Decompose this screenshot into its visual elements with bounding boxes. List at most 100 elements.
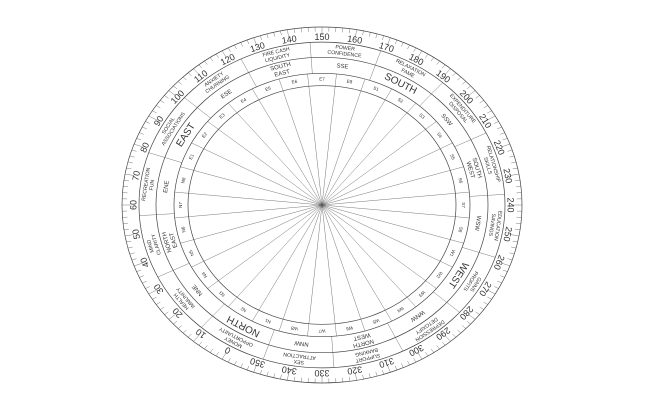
degree-tick [215, 53, 219, 58]
entity-group: N1 [264, 318, 272, 325]
degree-tick [126, 240, 132, 243]
entity-group: S8 [457, 226, 463, 233]
entity: E2 [201, 131, 209, 139]
degree-tick [452, 72, 456, 77]
entity-group: N2 [239, 306, 247, 314]
spoke [321, 142, 453, 206]
entity-group: S3 [418, 112, 426, 120]
entity: N1 [264, 318, 272, 325]
degree-label-group: 10 [194, 327, 208, 341]
direction: WEST [352, 331, 371, 341]
degree-label: 300 [407, 343, 425, 359]
entity-group: S1 [373, 85, 380, 92]
degree-tick [198, 341, 203, 346]
degree-label: 210 [477, 112, 494, 130]
degree-label-group: 70 [130, 170, 142, 182]
entity-group: S6 [458, 177, 464, 184]
degree-tick [260, 369, 262, 375]
degree-tick [462, 325, 466, 329]
spoke [307, 73, 323, 206]
degree-label: 120 [219, 52, 237, 68]
degree-tick [156, 105, 161, 109]
entity-group: W8 [290, 325, 298, 331]
entity: S7 [461, 202, 466, 208]
degree-label: 250 [501, 226, 514, 243]
degree-tick [430, 348, 434, 353]
degree-tick [125, 173, 134, 176]
entity: W4 [396, 306, 405, 314]
spoke [174, 204, 323, 219]
zone-area: FUN [149, 179, 157, 191]
spoke [321, 78, 366, 206]
degree-label: 0 [223, 345, 232, 356]
zone-divider [157, 263, 190, 278]
degree-tick [401, 363, 404, 368]
degree-tick [156, 301, 161, 305]
degree-tick [133, 262, 143, 267]
degree-tick [142, 126, 147, 130]
spoke [321, 103, 417, 206]
degree-label: 50 [130, 228, 142, 240]
degree-label-group: 0 [223, 345, 232, 356]
entity-group: W2 [435, 271, 443, 280]
degree-tick [139, 132, 144, 135]
degree-tick [293, 376, 296, 382]
degree-label-group: 130 [249, 40, 266, 54]
degree-tick [413, 358, 417, 363]
entity: E8 [346, 79, 353, 85]
zone-area: RECREATION [141, 167, 152, 201]
degree-tick [413, 47, 417, 52]
degree-tick [500, 132, 505, 135]
entity: N8 [180, 177, 186, 184]
degree-tick [129, 252, 135, 255]
degree-tick [468, 90, 476, 96]
spoke [174, 191, 323, 206]
degree-tick [240, 363, 243, 368]
degree-tick [125, 234, 134, 237]
degree-tick [127, 161, 133, 164]
degree-tick [512, 240, 518, 243]
degree-label: 350 [249, 356, 266, 370]
degree-tick [348, 28, 351, 34]
degree-tick [487, 289, 496, 295]
entity: E4 [240, 97, 248, 104]
degree-tick [457, 329, 462, 334]
degree-label-group: 100 [169, 88, 187, 106]
direction: NORTH [352, 337, 374, 348]
direction: ESE [220, 89, 233, 101]
degree-label: 170 [378, 40, 395, 54]
degree-tick [246, 39, 250, 45]
degree-tick [441, 64, 446, 69]
degree-tick [497, 280, 502, 284]
entity-group: S4 [436, 131, 444, 139]
entity-group: N6 [180, 226, 186, 233]
entity: W5 [372, 318, 381, 325]
degree-tick [173, 320, 178, 325]
degree-tick [188, 333, 192, 338]
degree-tick [133, 143, 143, 148]
degree-label-group: 80 [138, 141, 151, 154]
entity-group: S7 [461, 202, 466, 208]
degree-tick [160, 306, 165, 310]
degree-tick [240, 42, 243, 47]
degree-label-group: 310 [378, 356, 395, 370]
entity: W6 [345, 325, 353, 331]
entity: S2 [397, 97, 405, 104]
direction: EAST [169, 231, 179, 248]
degree-tick [487, 115, 496, 121]
degree-tick [354, 372, 357, 381]
degree-label-group: 20 [170, 306, 184, 320]
spoke [321, 121, 437, 206]
degree-tick [507, 258, 513, 261]
degree-label-group: 330 [314, 368, 329, 378]
zone-area: POWER [335, 44, 355, 52]
zone-divider [184, 97, 211, 119]
degree-tick [300, 377, 302, 383]
degree-tick [501, 262, 511, 267]
degree-tick [188, 72, 192, 77]
degree-label-group: 250 [501, 226, 514, 243]
direction-group: NNE [191, 283, 204, 297]
degree-tick [136, 138, 142, 141]
